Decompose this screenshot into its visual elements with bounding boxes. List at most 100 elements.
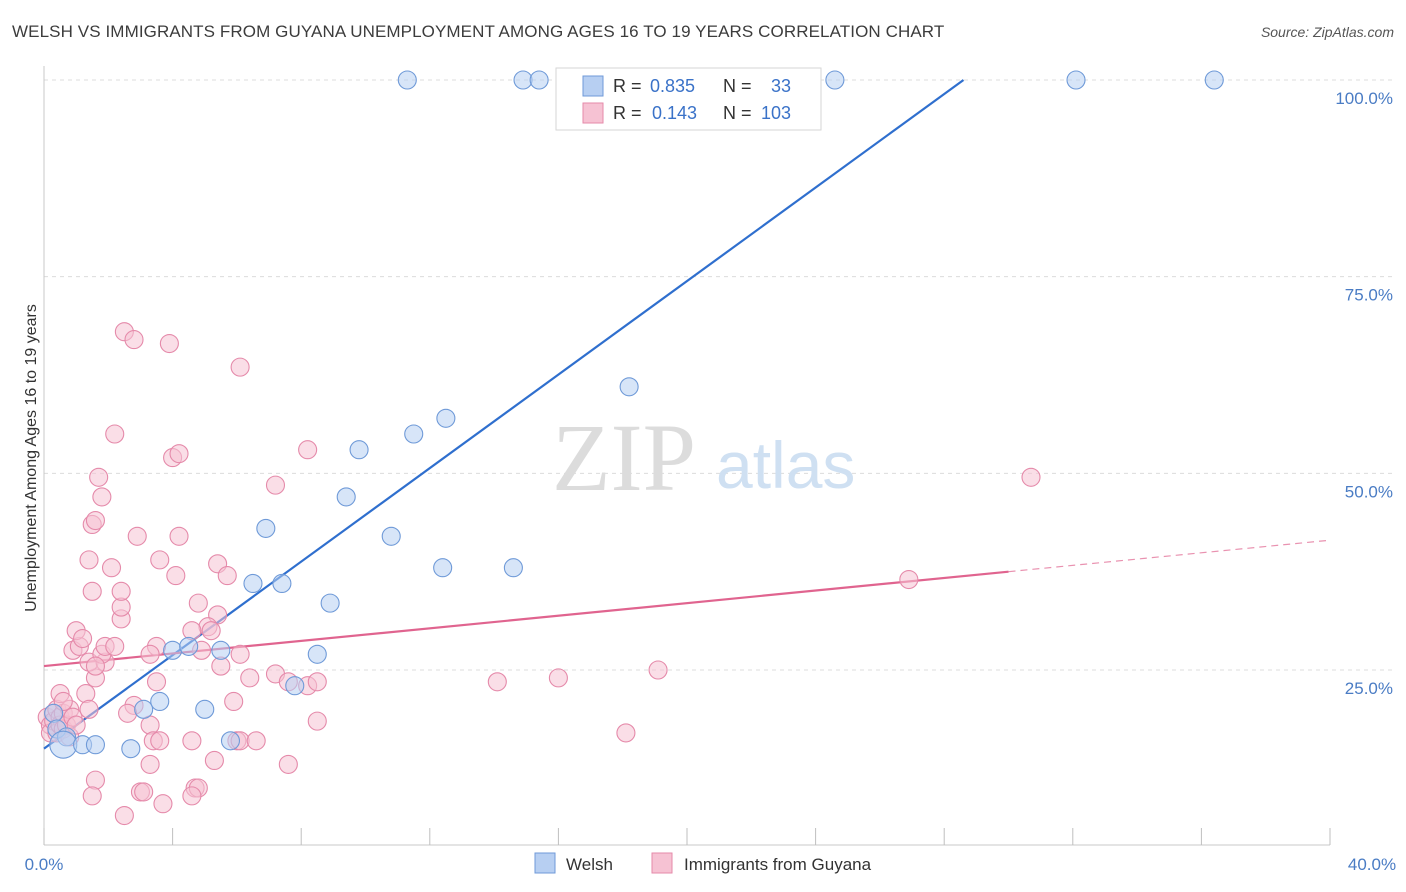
data-point-guyana [230, 644, 250, 664]
data-point-welsh [404, 424, 424, 444]
series-guyana-points [37, 322, 1041, 826]
data-point-guyana [79, 550, 99, 570]
data-point-guyana [230, 357, 250, 377]
data-point-welsh [285, 676, 305, 696]
x-tick-label-max: 40.0% [1348, 855, 1396, 874]
data-point-guyana [114, 805, 134, 826]
data-point-guyana [298, 440, 318, 460]
data-point-welsh [825, 70, 845, 90]
data-point-guyana [140, 754, 160, 774]
data-point-welsh [307, 644, 327, 664]
data-point-welsh [195, 699, 215, 719]
chart-source: Source: ZipAtlas.com [1260, 24, 1394, 40]
data-point-welsh [349, 440, 369, 460]
data-point-guyana [82, 581, 102, 601]
data-point-guyana [101, 558, 122, 578]
data-point-guyana [182, 731, 202, 751]
stats-legend-welsh-n-label: N = [723, 76, 752, 96]
data-point-guyana [85, 656, 105, 676]
data-point-guyana [217, 566, 237, 586]
stats-legend: R = 0.835 N = 33 R = 0.143 N = 103 [555, 67, 822, 131]
data-point-guyana [265, 475, 286, 495]
data-point-welsh [85, 735, 105, 755]
y-tick-label-75: 75.0% [1345, 286, 1393, 305]
data-point-guyana [105, 424, 125, 444]
data-point-welsh [529, 70, 549, 90]
y-tick-label-100: 100.0% [1335, 89, 1393, 108]
stats-legend-guyana-n-label: N = [723, 103, 752, 123]
data-point-guyana [82, 786, 102, 806]
data-point-guyana [85, 770, 105, 790]
data-point-guyana [105, 636, 125, 656]
data-point-guyana [159, 333, 179, 354]
data-point-guyana [85, 510, 105, 531]
data-point-guyana [92, 487, 112, 507]
stats-legend-welsh-r-label: R = [613, 76, 642, 96]
data-point-guyana [899, 569, 919, 590]
data-point-welsh [433, 558, 453, 578]
data-point-guyana [278, 754, 298, 774]
data-point-guyana [111, 581, 131, 601]
data-point-welsh [436, 408, 456, 428]
legend-welsh-label: Welsh [566, 855, 613, 874]
data-point-guyana [246, 731, 266, 751]
data-point-guyana [73, 628, 93, 649]
trend-line-guyana-extension [1008, 539, 1331, 573]
data-point-welsh [243, 573, 263, 594]
data-point-welsh [134, 699, 154, 719]
stats-legend-welsh-swatch [582, 75, 604, 97]
data-point-guyana [89, 467, 109, 487]
data-point-welsh [211, 640, 231, 660]
data-point-guyana [140, 644, 160, 664]
watermark-atlas: atlas [716, 428, 855, 502]
x-tick-label-min: 0.0% [25, 855, 64, 874]
data-point-welsh [272, 573, 292, 594]
data-point-guyana [204, 750, 224, 771]
data-point-guyana [182, 621, 202, 641]
data-point-welsh [336, 487, 356, 507]
data-point-guyana [153, 794, 173, 814]
data-point-guyana [134, 782, 154, 802]
data-point-welsh [1204, 70, 1224, 90]
stats-legend-welsh-r-value: 0.835 [650, 76, 695, 96]
data-point-welsh [381, 526, 401, 546]
y-tick-label-25: 25.0% [1345, 679, 1393, 698]
data-point-guyana [224, 691, 244, 712]
data-point-guyana [150, 731, 170, 751]
data-point-welsh [163, 640, 183, 660]
legend-guyana-swatch [651, 852, 673, 874]
data-point-guyana [182, 786, 202, 806]
x-axis-ticks [43, 828, 1331, 845]
watermark-zip: ZIP [552, 404, 696, 511]
chart-title: WELSH VS IMMIGRANTS FROM GUYANA UNEMPLOY… [12, 22, 945, 41]
y-tick-label-50: 50.0% [1345, 482, 1393, 501]
data-point-guyana [487, 672, 507, 692]
data-point-guyana [124, 330, 144, 350]
stats-legend-guyana-n-value: 103 [761, 103, 791, 123]
data-point-welsh [179, 636, 199, 656]
series-welsh-points [44, 70, 1224, 759]
bottom-legend: Welsh Immigrants from Guyana [534, 852, 872, 874]
data-point-welsh [150, 691, 170, 712]
data-point-welsh [513, 70, 533, 90]
y-axis-tick-labels: 25.0% 50.0% 75.0% 100.0% [1335, 89, 1393, 698]
data-point-welsh [44, 703, 64, 723]
data-point-welsh [220, 731, 241, 751]
data-point-guyana [166, 566, 186, 586]
data-point-guyana [1021, 467, 1041, 487]
data-point-welsh [1066, 70, 1086, 90]
data-point-guyana [648, 660, 668, 680]
data-point-guyana [548, 668, 568, 688]
data-point-guyana [201, 621, 221, 641]
data-point-welsh [503, 558, 523, 578]
legend-guyana-label: Immigrants from Guyana [684, 855, 872, 874]
data-point-guyana [146, 672, 167, 692]
data-point-guyana [616, 723, 636, 743]
data-point-welsh [121, 739, 141, 759]
data-point-welsh [619, 377, 639, 397]
data-point-guyana [118, 703, 138, 723]
stats-legend-guyana-swatch [582, 102, 604, 124]
data-point-guyana [169, 526, 189, 546]
data-point-guyana [188, 593, 208, 613]
